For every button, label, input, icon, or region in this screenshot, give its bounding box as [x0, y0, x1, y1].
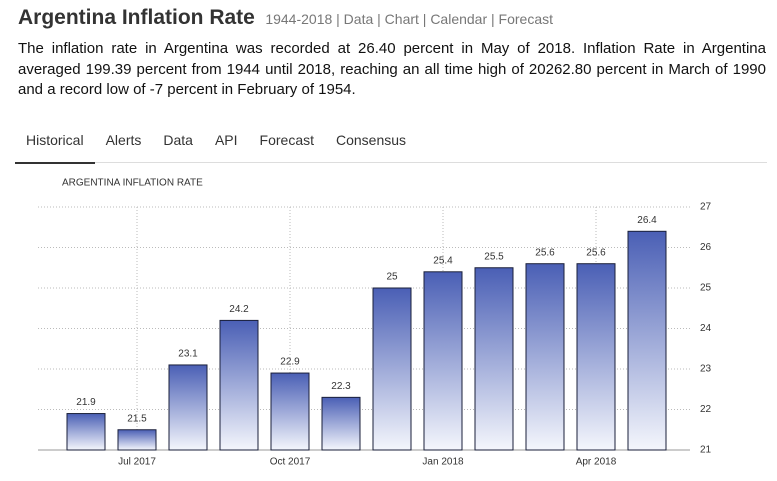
y-tick-label: 24 — [700, 323, 712, 334]
value-label: 24.2 — [229, 304, 249, 315]
y-tick-label: 21 — [700, 445, 712, 456]
bar — [423, 271, 463, 451]
x-tick-label: Jul 2017 — [118, 457, 156, 468]
bar — [66, 413, 106, 451]
tab[interactable]: Data — [163, 132, 193, 148]
bar — [525, 263, 565, 451]
value-label: 22.9 — [280, 357, 300, 368]
value-label: 21.9 — [76, 397, 96, 408]
tab[interactable]: API — [214, 132, 238, 148]
value-label: 22.3 — [331, 381, 351, 392]
y-tick-label: 23 — [700, 364, 712, 375]
value-label: 25.5 — [484, 251, 504, 262]
value-label: 25.6 — [535, 247, 555, 258]
value-label: 21.5 — [127, 413, 147, 424]
bar — [372, 287, 412, 451]
bar — [474, 267, 514, 451]
y-tick-label: 22 — [700, 404, 712, 415]
tab[interactable]: Forecast — [259, 132, 314, 148]
description: The inflation rate in Argentina was reco… — [18, 40, 766, 98]
value-label: 25.4 — [433, 255, 453, 266]
value-label: 23.1 — [178, 349, 198, 360]
bar — [576, 263, 616, 451]
tab[interactable]: Consensus — [336, 132, 407, 148]
x-tick-label: Jan 2018 — [422, 457, 464, 468]
bar — [219, 319, 259, 451]
bar — [168, 364, 208, 451]
y-tick-label: 26 — [700, 242, 712, 253]
value-label: 26.4 — [637, 215, 657, 226]
bar — [321, 396, 361, 451]
value-label: 25.6 — [586, 247, 606, 258]
bar — [117, 429, 157, 451]
tab[interactable]: Alerts — [105, 132, 142, 148]
x-tick-label: Oct 2017 — [270, 457, 311, 468]
tab-bar: Historical Alerts Data API Forecast Consensus — [15, 122, 767, 164]
value-label: 25 — [386, 272, 398, 283]
chart-title: ARGENTINA INFLATION RATE — [62, 178, 203, 189]
x-tick-label: Apr 2018 — [576, 457, 617, 468]
page-title: Argentina Inflation Rate — [18, 6, 255, 29]
y-tick-label: 27 — [700, 202, 712, 213]
bar — [270, 372, 310, 451]
header: Argentina Inflation Rate 1944-2018 | Dat… — [18, 6, 553, 30]
tab[interactable]: Historical — [15, 122, 95, 164]
subtitle-links[interactable]: 1944-2018 | Data | Chart | Calendar | Fo… — [265, 11, 554, 27]
chart: ARGENTINA INFLATION RATE 21 22 23 24 25 26 27 J… — [38, 178, 712, 468]
y-tick-label: 25 — [700, 283, 712, 294]
bar — [627, 230, 667, 451]
